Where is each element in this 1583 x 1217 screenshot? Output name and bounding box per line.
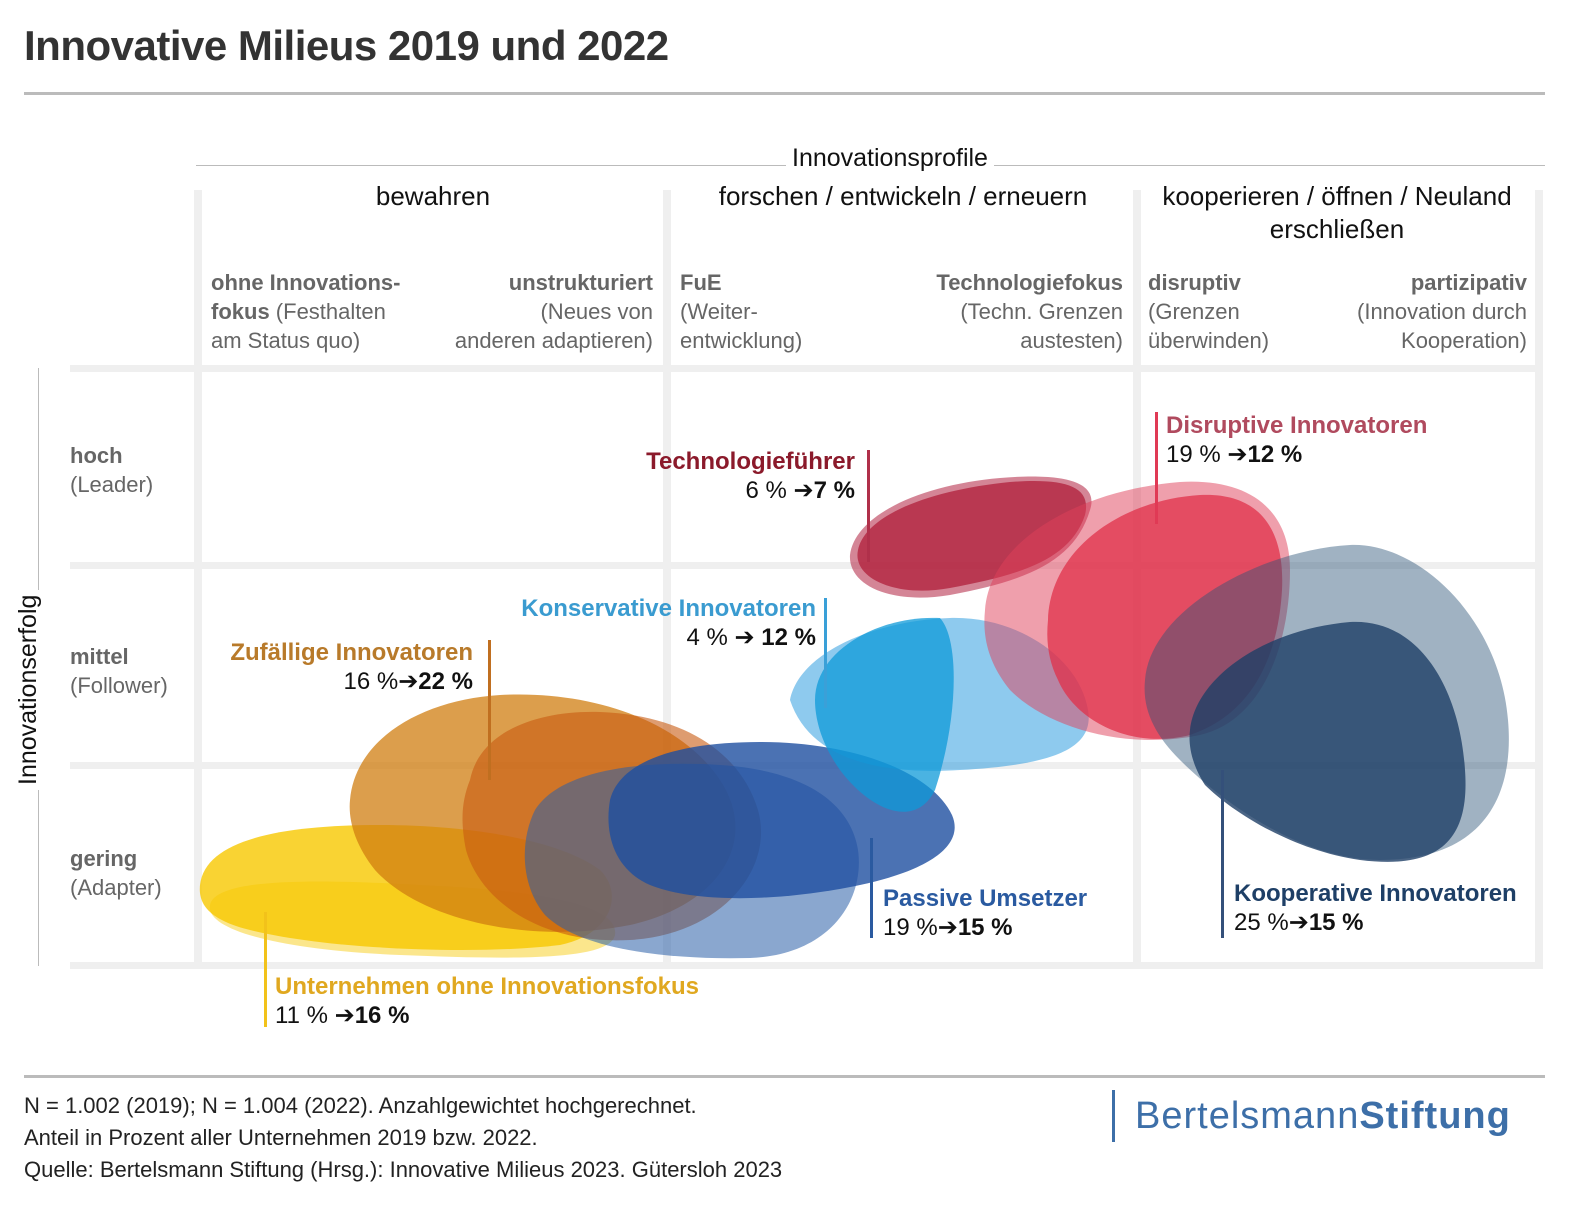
column-group-forschen: forschen / entwickeln / erneuern <box>718 181 1088 211</box>
column-group-kooperieren: kooperieren / öffnen / Neuland erschließ… <box>1162 181 1512 244</box>
column-fue: FuE (Weiter- entwicklung) <box>680 270 803 353</box>
grid-vline <box>194 190 202 968</box>
bertelsmann-logo: BertelsmannStiftung <box>1112 1090 1511 1142</box>
x-axis-label: Innovationsprofile <box>786 144 994 173</box>
logo-bar <box>1112 1090 1115 1142</box>
label-disruptive-innovatoren: Disruptive Innovatoren 19 % ➔12 % <box>1166 412 1428 468</box>
label-tick-disruptive <box>1155 412 1158 524</box>
blob-kooperative-2022 <box>1189 621 1466 862</box>
label-konservative-innovatoren: Konservative Innovatoren 4 % ➔ 12 % <box>521 595 816 651</box>
label-tick-kooperative <box>1221 770 1224 938</box>
label-tick-ohne-fokus <box>264 912 267 1027</box>
grid-hline <box>70 365 1543 372</box>
label-tick-passive <box>870 838 873 938</box>
label-tick-technologiefuehrer <box>867 450 870 562</box>
label-ohne-innovationsfokus: Unternehmen ohne Innovationsfokus 11 % ➔… <box>275 973 700 1029</box>
column-technologiefokus: Technologiefokus (Techn. Grenzen austest… <box>936 270 1123 353</box>
label-tick-zufaellige <box>488 640 491 780</box>
blob-konservative-2022 <box>815 617 954 812</box>
grid-hline <box>70 962 1543 969</box>
column-ohne-innovationsfokus: ohne Innovations- fokus (Festhalten am S… <box>211 270 401 353</box>
footer-divider <box>24 1075 1545 1078</box>
label-passive-umsetzer: Passive Umsetzer 19 %➔15 % <box>883 885 1088 941</box>
label-kooperative-innovatoren: Kooperative Innovatoren 25 %➔15 % <box>1234 880 1517 936</box>
column-partizipativ: partizipativ (Innovation durch Kooperati… <box>1357 270 1527 353</box>
grid-vline <box>663 190 671 968</box>
row-mittel: mittel (Follower) <box>70 644 168 698</box>
label-tick-konservative <box>824 598 827 708</box>
label-technologiefuehrer: Technologieführer 6 % ➔7 % <box>646 448 855 504</box>
footnote: N = 1.002 (2019); N = 1.004 (2022). Anza… <box>24 1093 783 1182</box>
title-divider <box>24 92 1545 95</box>
column-group-bewahren: bewahren <box>375 181 491 211</box>
column-disruptiv: disruptiv (Grenzen überwinden) <box>1148 270 1270 353</box>
grid-vline <box>1535 190 1543 968</box>
label-zufaellige-innovatoren: Zufällige Innovatoren 16 %➔22 % <box>230 639 473 695</box>
column-unstrukturiert: unstrukturiert (Neues von anderen adapti… <box>454 270 653 353</box>
row-gering: gering (Adapter) <box>70 846 162 900</box>
grid-hline <box>70 562 1543 569</box>
chart-title: Innovative Milieus 2019 und 2022 <box>24 22 669 69</box>
row-hoch: hoch (Leader) <box>70 443 154 497</box>
